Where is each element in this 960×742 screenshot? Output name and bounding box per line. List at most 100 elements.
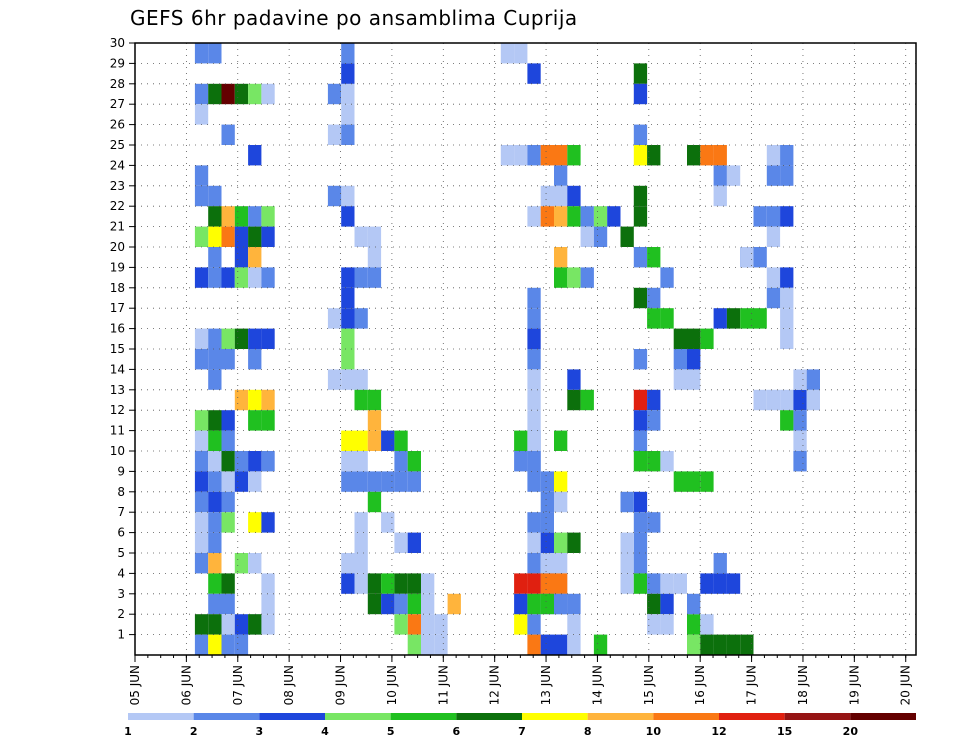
heat-cell xyxy=(354,553,368,574)
heat-cell xyxy=(367,471,382,492)
heat-cell xyxy=(354,389,368,411)
heat-cell xyxy=(554,267,568,288)
heat-cell xyxy=(660,451,674,472)
heat-cell xyxy=(540,145,554,166)
heat-cell xyxy=(341,124,355,145)
heat-cell xyxy=(248,389,262,411)
heat-cell xyxy=(421,573,435,594)
y-tick-label: 25 xyxy=(110,138,125,152)
heat-cell xyxy=(248,410,262,431)
x-tick-label: 14 JUN xyxy=(590,665,604,705)
heat-cell xyxy=(554,573,568,594)
heat-cell xyxy=(221,593,235,615)
heat-cell xyxy=(527,410,541,431)
heat-cell xyxy=(647,145,661,166)
heat-cell xyxy=(341,43,355,64)
heat-cell xyxy=(660,573,674,594)
heat-cell xyxy=(567,267,581,288)
y-tick-label: 24 xyxy=(110,158,125,172)
heat-cell xyxy=(234,328,249,349)
heat-cell xyxy=(354,512,368,533)
heat-cell xyxy=(208,328,222,349)
heat-cell xyxy=(540,553,554,574)
heat-cell xyxy=(341,369,355,390)
heat-cell xyxy=(700,614,714,635)
heat-cell xyxy=(208,634,222,655)
y-tick-label: 28 xyxy=(110,77,125,91)
heat-cell xyxy=(261,226,275,247)
heat-cell xyxy=(673,349,687,370)
heat-cell xyxy=(407,634,421,655)
heat-cell xyxy=(261,593,275,615)
heat-cell xyxy=(806,389,820,411)
heat-cell xyxy=(527,451,541,472)
y-tick-label: 9 xyxy=(117,464,125,478)
heat-cell xyxy=(527,206,541,227)
heat-cell xyxy=(633,63,648,84)
heat-cell xyxy=(194,165,209,186)
heat-cell xyxy=(647,247,661,268)
heat-cell xyxy=(341,206,355,227)
heat-cell xyxy=(713,308,727,329)
x-tick-label: 06 JUN xyxy=(179,665,193,705)
y-tick-label: 3 xyxy=(117,587,125,601)
heat-cell xyxy=(208,451,222,472)
heat-cell xyxy=(261,573,275,594)
heat-cell xyxy=(580,206,594,227)
heat-cell xyxy=(341,267,355,288)
heat-cell xyxy=(713,573,727,594)
heat-cell xyxy=(527,573,541,594)
heat-cell xyxy=(194,349,209,370)
heat-cell xyxy=(208,512,222,533)
heat-cell xyxy=(633,451,648,472)
heat-cell xyxy=(540,512,554,533)
heat-cell xyxy=(620,532,634,553)
heat-cell xyxy=(580,267,594,288)
heat-cell xyxy=(567,206,581,227)
heat-cell xyxy=(633,573,648,594)
heat-cell xyxy=(620,553,634,574)
heat-cell xyxy=(633,124,648,145)
heat-cell xyxy=(806,369,820,390)
x-tick-label: 09 JUN xyxy=(334,665,348,705)
y-tick-label: 6 xyxy=(117,526,125,540)
heat-cell xyxy=(527,614,541,635)
heat-cell xyxy=(394,430,408,451)
x-tick-label: 08 JUN xyxy=(282,665,296,705)
x-tick-label: 18 JUN xyxy=(796,665,810,705)
heat-cell xyxy=(367,389,382,411)
heat-cell xyxy=(726,634,741,655)
heat-cell xyxy=(726,165,741,186)
heat-cell xyxy=(633,83,648,105)
heat-cell xyxy=(394,451,408,472)
heat-cell xyxy=(208,430,222,451)
heat-cell xyxy=(527,593,541,615)
heat-cell xyxy=(633,491,648,513)
colorbar-swatch xyxy=(259,713,325,720)
heat-cell xyxy=(354,267,368,288)
heat-cell xyxy=(234,83,249,105)
heat-cell xyxy=(194,43,209,64)
heat-cell xyxy=(527,369,541,390)
heat-cell xyxy=(194,226,209,247)
heat-cell xyxy=(660,308,674,329)
heat-cell xyxy=(341,451,355,472)
heat-cell xyxy=(633,553,648,574)
heat-cell xyxy=(580,389,594,411)
heat-cell xyxy=(793,410,807,431)
x-tick-label: 20 JUN xyxy=(899,665,913,705)
x-tick-label: 17 JUN xyxy=(745,665,759,705)
heat-cell xyxy=(713,553,727,574)
heat-cell xyxy=(421,593,435,615)
heat-cell xyxy=(194,491,209,513)
heat-cell xyxy=(248,471,262,492)
heat-cell xyxy=(354,226,368,247)
heat-cell xyxy=(394,471,408,492)
heat-cell xyxy=(527,308,541,329)
heat-cell xyxy=(341,573,355,594)
heat-cell xyxy=(261,83,275,105)
heat-cell xyxy=(554,491,568,513)
heat-cell xyxy=(341,471,355,492)
heat-cell xyxy=(221,614,235,635)
